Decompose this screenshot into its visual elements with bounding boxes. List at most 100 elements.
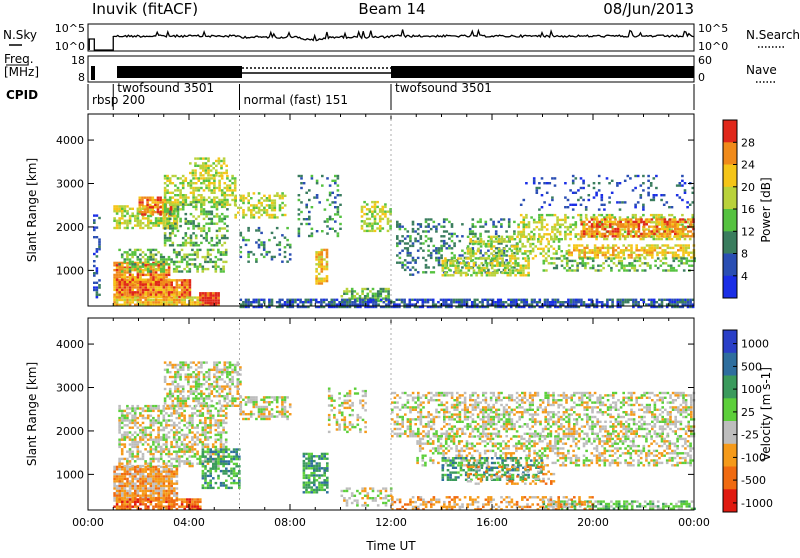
velocity-cell — [134, 424, 137, 426]
power-cell — [674, 218, 677, 220]
power-cell — [674, 254, 677, 256]
power-cell — [681, 199, 684, 201]
power-cell — [198, 244, 201, 246]
power-cell — [401, 262, 404, 264]
power-cell — [567, 216, 570, 218]
power-cell — [215, 295, 218, 297]
power-cell — [525, 226, 528, 228]
power-cell — [253, 301, 256, 303]
power-cell — [612, 249, 615, 251]
power-cell — [205, 235, 208, 237]
power-cell — [326, 232, 329, 234]
power-cell — [636, 260, 639, 262]
power-cell — [150, 220, 153, 222]
power-cell — [685, 244, 688, 246]
power-cell — [198, 225, 201, 227]
power-cell — [271, 303, 274, 305]
velocity-cell — [160, 497, 163, 499]
power-cell — [191, 254, 194, 256]
power-cell — [113, 217, 116, 219]
power-cell — [361, 220, 364, 222]
velocity-cell — [196, 501, 199, 503]
power-cell — [163, 261, 166, 263]
power-cell — [157, 286, 160, 288]
power-cell — [163, 296, 166, 298]
power-cell — [546, 214, 549, 216]
power-cell — [152, 296, 155, 298]
power-cell — [286, 303, 289, 305]
power-cell — [185, 196, 188, 198]
power-cell — [210, 299, 213, 301]
power-cell — [664, 233, 667, 235]
power-cell — [131, 254, 134, 256]
power-cell — [609, 299, 612, 301]
power-cell — [194, 258, 197, 260]
power-cell — [620, 252, 623, 254]
power-cell — [677, 254, 680, 256]
velocity-cell — [152, 468, 155, 470]
power-cell — [489, 303, 492, 305]
power-cell — [487, 250, 490, 252]
power-cell — [543, 262, 546, 264]
power-cell — [409, 299, 412, 301]
power-cell — [617, 226, 620, 228]
velocity-cell — [134, 506, 137, 508]
power-cell — [508, 236, 511, 238]
power-cell — [199, 292, 202, 294]
power-cell — [221, 237, 224, 239]
power-cell — [424, 299, 427, 301]
velocity-cell — [160, 492, 163, 494]
velocity-cell — [116, 480, 119, 482]
power-cell — [653, 177, 656, 179]
power-cell — [521, 245, 524, 247]
power-cell — [606, 214, 609, 216]
power-cell — [174, 189, 177, 191]
power-cell — [501, 240, 504, 242]
power-cell — [527, 250, 530, 252]
power-cell — [224, 201, 227, 203]
power-cell — [183, 294, 186, 296]
power-cell — [318, 278, 321, 280]
power-cell — [562, 219, 565, 221]
power-cell — [461, 303, 464, 305]
power-cell — [642, 214, 645, 216]
power-cell — [139, 254, 142, 256]
power-cell — [157, 211, 160, 213]
power-cell — [536, 221, 539, 223]
velocity-cell — [118, 463, 121, 465]
power-cell — [215, 165, 218, 167]
power-cell — [169, 244, 172, 246]
power-cell — [654, 265, 657, 267]
power-cell — [163, 286, 166, 288]
power-cell — [231, 199, 234, 201]
power-cell — [634, 257, 637, 259]
power-cell — [472, 236, 475, 238]
power-cell — [203, 199, 206, 201]
velocity-cell — [131, 441, 134, 443]
power-cell — [503, 238, 506, 240]
power-cell — [398, 303, 401, 305]
velocity-cell — [121, 458, 124, 460]
power-cell — [660, 199, 663, 201]
power-cell — [279, 195, 282, 197]
power-cell — [165, 291, 168, 293]
power-cell — [634, 267, 637, 269]
power-cell — [203, 196, 206, 198]
power-cell — [452, 262, 455, 264]
velocity-cell — [168, 478, 171, 480]
power-cell — [572, 182, 575, 184]
power-cell — [648, 303, 651, 305]
power-cell — [567, 233, 570, 235]
power-cell — [477, 248, 480, 250]
power-cell — [234, 177, 237, 179]
power-cell — [205, 177, 208, 179]
power-cell — [126, 222, 129, 224]
velocity-cell — [134, 443, 137, 445]
power-cell — [147, 227, 150, 229]
power-cell — [229, 184, 232, 186]
power-cell — [181, 296, 184, 298]
power-cell — [240, 195, 243, 197]
power-cell — [542, 236, 545, 238]
velocity-cell — [129, 487, 132, 489]
power-cell — [205, 167, 208, 169]
